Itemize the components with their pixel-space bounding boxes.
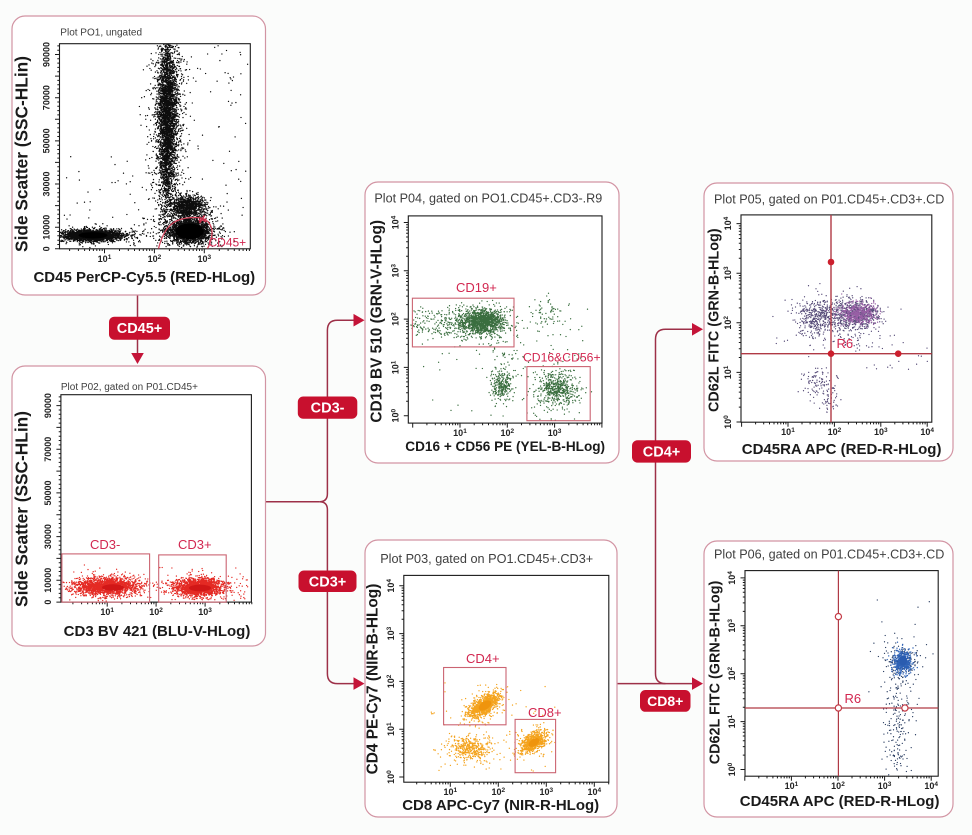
- svg-text:104: 104: [386, 579, 396, 593]
- svg-text:CD8 APC-Cy7 (NIR-R-HLog): CD8 APC-Cy7 (NIR-R-HLog): [402, 797, 599, 814]
- svg-text:103: 103: [198, 607, 212, 617]
- svg-text:101: 101: [453, 428, 467, 438]
- svg-text:CD16&CD56+: CD16&CD56+: [523, 351, 601, 365]
- svg-text:103: 103: [386, 626, 396, 640]
- svg-text:102: 102: [386, 674, 396, 688]
- svg-text:104: 104: [587, 787, 601, 797]
- svg-text:70000: 70000: [42, 85, 52, 110]
- svg-text:CD16 + CD56 PE (YEL-B-HLog): CD16 + CD56 PE (YEL-B-HLog): [405, 439, 605, 454]
- svg-text:104: 104: [924, 781, 938, 791]
- svg-text:10000: 10000: [42, 215, 52, 240]
- svg-text:103: 103: [874, 427, 888, 437]
- svg-text:100: 100: [727, 762, 737, 776]
- svg-text:101: 101: [386, 722, 396, 736]
- svg-text:101: 101: [390, 360, 400, 374]
- svg-text:103: 103: [727, 619, 737, 633]
- svg-text:0: 0: [43, 600, 53, 605]
- svg-text:102: 102: [148, 254, 162, 264]
- svg-text:CD19+: CD19+: [456, 280, 497, 295]
- svg-text:100: 100: [723, 415, 733, 429]
- svg-text:R6: R6: [837, 336, 854, 351]
- svg-text:100: 100: [386, 770, 396, 784]
- svg-text:50000: 50000: [43, 480, 53, 505]
- svg-text:103: 103: [539, 787, 553, 797]
- svg-text:CD45+: CD45+: [117, 321, 163, 337]
- svg-text:CD4 PE-Cy7 (NIR-B-HLog): CD4 PE-Cy7 (NIR-B-HLog): [365, 584, 382, 775]
- svg-text:CD19 BV 510 (GRN-V-HLog): CD19 BV 510 (GRN-V-HLog): [368, 220, 385, 423]
- svg-text:30000: 30000: [42, 172, 52, 197]
- svg-text:101: 101: [723, 365, 733, 379]
- svg-text:CD4+: CD4+: [643, 444, 680, 460]
- svg-text:Side Scatter (SSC-HLin): Side Scatter (SSC-HLin): [12, 56, 32, 252]
- svg-text:103: 103: [197, 254, 211, 264]
- svg-text:10000: 10000: [43, 568, 53, 593]
- svg-text:CD45+: CD45+: [209, 236, 247, 250]
- svg-text:CD3+: CD3+: [178, 537, 212, 552]
- svg-text:CD3 BV 421 (BLU-V-HLog): CD3 BV 421 (BLU-V-HLog): [64, 623, 251, 640]
- svg-text:104: 104: [727, 571, 737, 585]
- svg-text:90000: 90000: [42, 42, 52, 67]
- svg-text:Plot P03, gated on PO1.CD45+.C: Plot P03, gated on PO1.CD45+.CD3+: [380, 552, 593, 566]
- svg-text:30000: 30000: [43, 524, 53, 549]
- svg-text:Plot P05, gated on P01.CD45+.C: Plot P05, gated on P01.CD45+.CD3+.CD: [714, 193, 944, 207]
- svg-text:102: 102: [390, 312, 400, 326]
- svg-text:102: 102: [723, 316, 733, 330]
- svg-text:103: 103: [390, 264, 400, 278]
- svg-text:101: 101: [785, 781, 799, 791]
- svg-text:0: 0: [42, 246, 52, 251]
- svg-text:100: 100: [390, 409, 400, 423]
- svg-text:102: 102: [831, 781, 845, 791]
- svg-text:70000: 70000: [43, 437, 53, 462]
- svg-text:103: 103: [878, 781, 892, 791]
- svg-text:CD45RA APC (RED-R-HLog): CD45RA APC (RED-R-HLog): [740, 793, 940, 810]
- svg-text:101: 101: [727, 714, 737, 728]
- svg-text:102: 102: [727, 667, 737, 681]
- svg-text:R6: R6: [845, 691, 862, 706]
- svg-text:102: 102: [500, 428, 514, 438]
- svg-text:Plot P06, gated on P01.CD45+.C: Plot P06, gated on P01.CD45+.CD3+.CD: [714, 548, 944, 562]
- svg-text:Plot P04, gated on PO1.CD45+.C: Plot P04, gated on PO1.CD45+.CD3-.R9: [374, 192, 602, 206]
- svg-text:Side Scatter (SSC-HLin): Side Scatter (SSC-HLin): [12, 411, 32, 607]
- svg-text:101: 101: [98, 254, 112, 264]
- svg-text:50000: 50000: [42, 128, 52, 153]
- svg-text:104: 104: [390, 215, 400, 229]
- svg-text:CD8+: CD8+: [647, 693, 683, 709]
- svg-text:90000: 90000: [43, 393, 53, 418]
- svg-text:CD4+: CD4+: [466, 651, 500, 666]
- svg-text:CD3-: CD3-: [311, 401, 345, 417]
- svg-text:101: 101: [443, 787, 457, 797]
- svg-text:103: 103: [548, 428, 562, 438]
- svg-text:CD45RA APC (RED-R-HLog): CD45RA APC (RED-R-HLog): [742, 441, 942, 458]
- svg-text:104: 104: [920, 427, 934, 437]
- svg-text:102: 102: [491, 787, 505, 797]
- svg-text:CD3+: CD3+: [309, 574, 346, 590]
- svg-text:103: 103: [723, 266, 733, 280]
- svg-text:Plot P02, gated on P01.CD45+: Plot P02, gated on P01.CD45+: [61, 382, 198, 393]
- svg-text:102: 102: [149, 607, 163, 617]
- svg-text:Plot PO1, ungated: Plot PO1, ungated: [60, 28, 142, 39]
- svg-text:CD45 PerCP-Cy5.5 (RED-HLog): CD45 PerCP-Cy5.5 (RED-HLog): [33, 269, 255, 286]
- svg-text:101: 101: [100, 607, 114, 617]
- svg-text:101: 101: [781, 427, 795, 437]
- svg-text:CD62L FITC (GRN-B-HLog): CD62L FITC (GRN-B-HLog): [707, 228, 723, 412]
- svg-text:CD62L FITC (GRN-B-HLog): CD62L FITC (GRN-B-HLog): [708, 580, 724, 764]
- svg-text:CD3-: CD3-: [90, 537, 120, 552]
- svg-text:104: 104: [723, 216, 733, 230]
- svg-text:CD8+: CD8+: [528, 705, 562, 720]
- svg-text:102: 102: [828, 427, 842, 437]
